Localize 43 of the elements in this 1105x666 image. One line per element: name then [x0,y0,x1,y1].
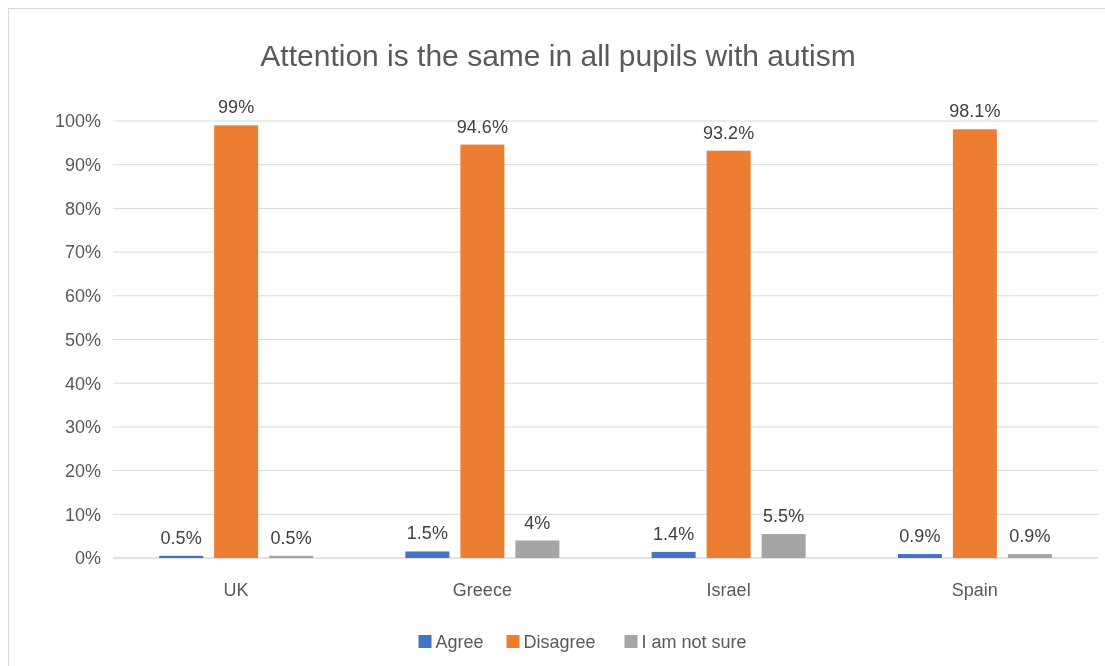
data-label: 4% [524,512,551,533]
x-tick-label: UK [223,580,249,600]
x-tick-label: Israel [706,580,751,600]
bar [1007,554,1052,558]
bar [761,533,806,558]
data-label: 99% [218,97,255,118]
bar [214,125,259,558]
legend-label: I am not sure [641,632,747,653]
legend-label: Agree [435,632,484,653]
y-tick-label: 0% [74,548,101,569]
data-label: 1.5% [406,523,448,544]
y-tick-label: 20% [64,460,101,481]
bar [269,555,314,558]
y-tick-label: 90% [64,155,101,175]
bar [515,540,560,558]
data-label: 0.9% [899,526,941,547]
bar [651,551,696,558]
data-label: 94.6% [456,116,508,137]
y-tick-label: 80% [64,198,101,219]
y-tick-label: 60% [64,286,101,307]
y-tick-label: 30% [64,417,101,438]
y-tick-label: 50% [64,329,101,350]
bar [897,554,942,558]
data-label: 0.9% [1009,526,1051,547]
data-label: 93.2% [703,122,755,143]
x-tick-label: Greece [452,580,512,600]
data-label: 0.5% [270,527,312,548]
bar [460,144,505,558]
chart-title: Attention is the same in all pupils with autism [260,39,856,72]
y-tick-label: 40% [64,373,101,394]
y-tick-label: 70% [64,242,101,263]
bar [405,551,450,558]
data-label: 0.5% [160,527,202,548]
data-label: 1.4% [653,523,695,544]
bar [706,150,751,558]
data-label: 5.5% [763,505,805,526]
y-tick-label: 10% [64,504,101,525]
bar [159,555,204,558]
y-tick-label: 100% [54,111,101,132]
x-tick-label: Spain [951,580,998,600]
data-label: 98.1% [949,101,1001,122]
bar [952,129,997,558]
legend-label: Disagree [523,632,596,653]
